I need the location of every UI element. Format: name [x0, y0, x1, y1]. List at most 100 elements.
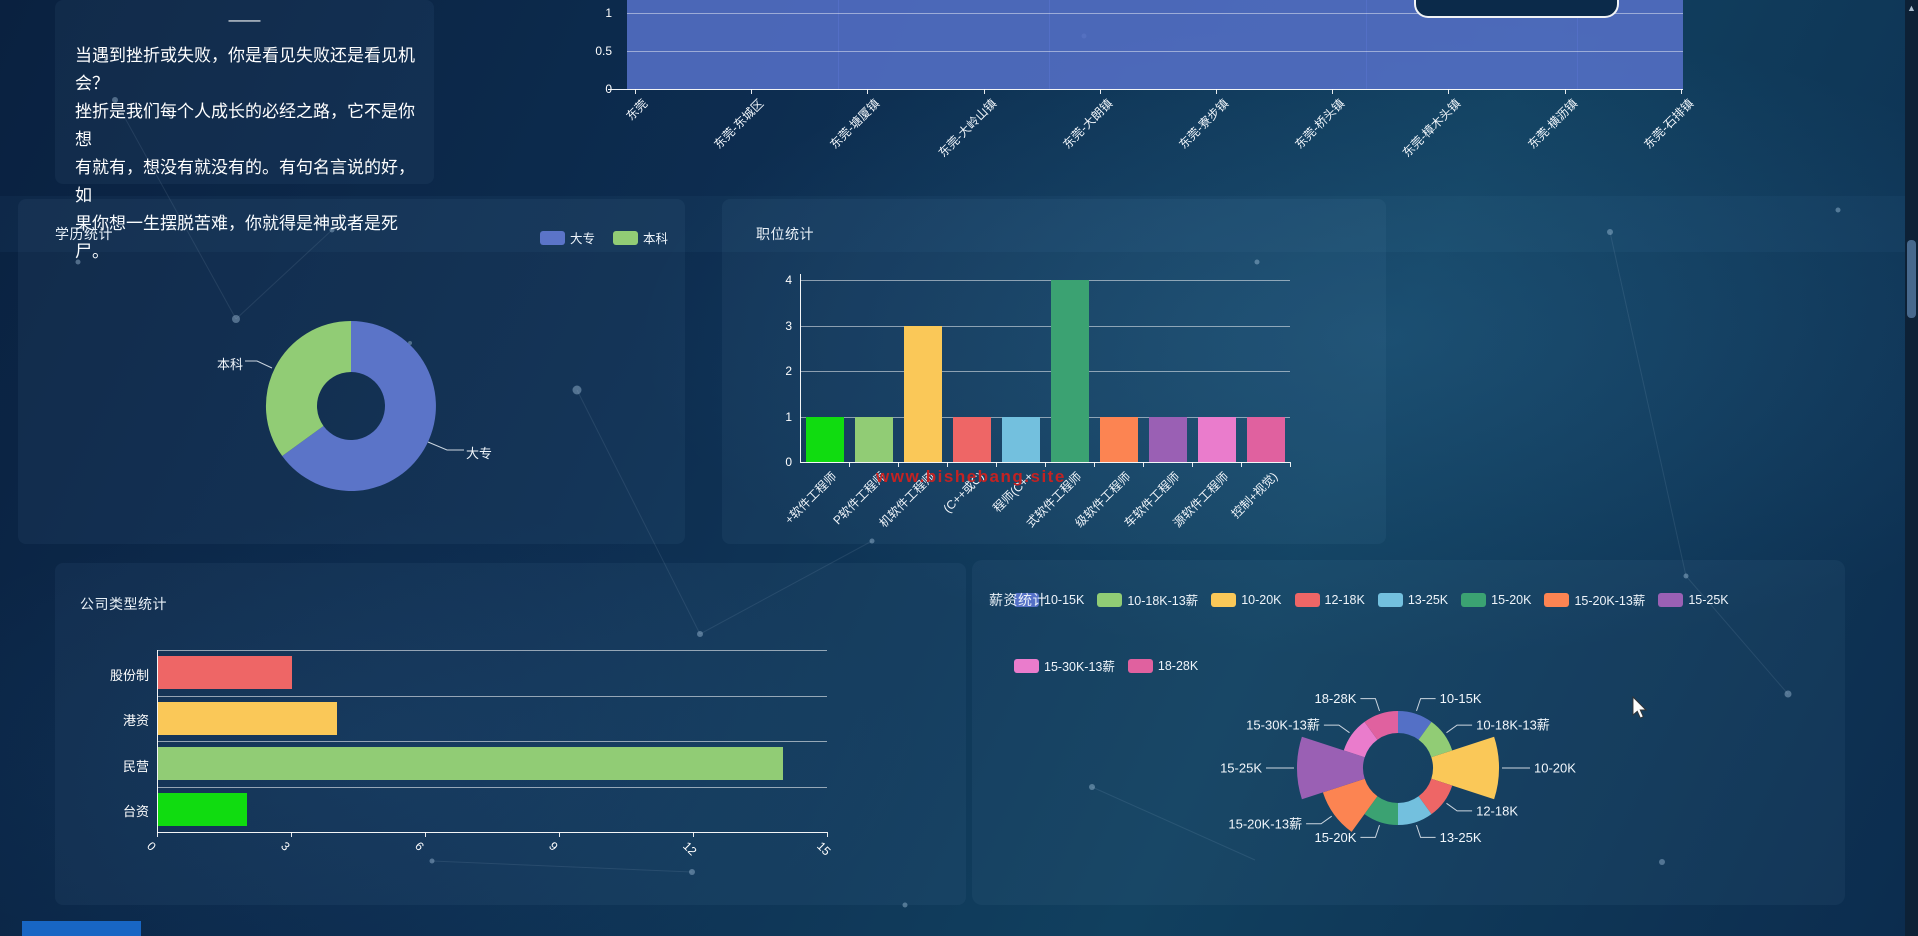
quote-panel: —— 当遇到挫折或失败，你是看见失败还是看见机会？ 挫折是我们每个人成长的必经之… [55, 0, 434, 261]
pie-slice[interactable] [1364, 711, 1399, 740]
axis-tick [1290, 462, 1291, 467]
pie-slice[interactable] [1398, 711, 1432, 740]
bar[interactable] [1001, 416, 1040, 462]
bar[interactable] [1099, 416, 1138, 462]
legend-label: 12-18K [1324, 592, 1365, 607]
y-axis-category-label: 港资 [122, 713, 149, 729]
pie-slice[interactable] [1296, 736, 1365, 800]
legend-label: 15-30K-13薪 [1044, 660, 1115, 674]
axis-category-label: 东莞-东城区 [711, 96, 767, 152]
axis-tick [751, 89, 753, 94]
bar[interactable] [1148, 416, 1187, 462]
pie-slice[interactable] [1343, 721, 1378, 758]
legend-label: 13-25K [1407, 592, 1449, 607]
bar[interactable] [943, 0, 1050, 89]
axis-tick [1094, 462, 1095, 467]
legend-swatch [1127, 658, 1153, 673]
bar[interactable] [158, 747, 784, 780]
y-axis-tick-label: 3 [785, 318, 792, 333]
y-axis-tick-label: 0 [785, 455, 792, 469]
legend-item[interactable]: 15-20K-13薪 [1544, 590, 1645, 609]
bar[interactable] [158, 792, 248, 826]
pie-label: 13-25K [1440, 830, 1482, 845]
legend-label: 10-20K [1241, 592, 1282, 607]
y-axis-tick-label: 2 [785, 364, 792, 378]
axis-tick [559, 832, 560, 837]
bar[interactable] [627, 0, 734, 89]
legend-item[interactable]: 18-28K [1127, 658, 1199, 673]
bar[interactable] [158, 701, 337, 735]
legend-swatch [613, 230, 639, 245]
gridline [157, 741, 827, 742]
legend-item[interactable]: 本科 [613, 228, 668, 247]
bar[interactable] [158, 656, 292, 689]
legend-label: 15-25K [1688, 592, 1729, 607]
scrollbar[interactable]: ▲ [1905, 0, 1918, 936]
education-legend: 大专 本科 [540, 228, 668, 247]
x-axis-line [157, 832, 827, 833]
pie-slice[interactable] [1431, 736, 1500, 800]
scrollbar-thumb[interactable] [1907, 240, 1916, 318]
legend-item[interactable]: 大专 [540, 228, 595, 247]
pie-slice[interactable] [1418, 721, 1453, 758]
pie-slice[interactable] [265, 320, 351, 456]
legend-item[interactable]: 15-25K [1658, 592, 1729, 607]
axis-tick [1045, 462, 1046, 467]
bar[interactable] [903, 325, 942, 462]
pie-slice[interactable] [1398, 796, 1432, 825]
education-donut-svg [265, 320, 436, 491]
bar[interactable] [732, 0, 839, 89]
legend-label: 18-28K [1157, 658, 1199, 673]
legend-item[interactable]: 13-25K [1377, 592, 1449, 607]
axis-category-label: 东莞-塘厦镇 [827, 96, 883, 152]
axis-tick [1192, 462, 1193, 467]
axis-tick [898, 462, 899, 467]
legend-swatch [1211, 592, 1237, 607]
legend-item[interactable]: 10-18K-13薪 [1097, 590, 1198, 609]
education-title: 学历统计 [55, 226, 113, 242]
bar[interactable] [1197, 416, 1236, 462]
bar[interactable] [854, 416, 893, 462]
bar[interactable] [952, 416, 991, 462]
legend-label: 15-20K-13薪 [1574, 594, 1646, 608]
axis-category-label: 东莞-横沥镇 [1524, 96, 1580, 152]
y-axis-tick-label: 1 [785, 409, 792, 424]
pie-slice[interactable] [1364, 796, 1399, 825]
bar[interactable] [1049, 0, 1156, 89]
bar[interactable] [1050, 280, 1089, 462]
axis-category-label: 东莞-樟木头镇 [1400, 96, 1464, 161]
pie-label-line [1360, 824, 1380, 838]
legend-swatch [1377, 592, 1403, 607]
y-axis-tick-label: 0 [605, 82, 612, 96]
scroll-up-arrow-icon[interactable]: ▲ [1907, 3, 1916, 13]
legend-item[interactable]: 15-30K-13薪 [1014, 656, 1115, 675]
legend-item[interactable]: 15-20K [1461, 592, 1531, 607]
gridline [800, 371, 1290, 372]
axis-tick [827, 832, 828, 837]
pie-label: 15-20K [1314, 830, 1356, 845]
legend-label: 10-15K [1044, 592, 1085, 607]
legend-swatch [540, 230, 565, 245]
bar[interactable] [838, 0, 945, 89]
bar[interactable] [1260, 0, 1367, 89]
legend-item[interactable]: 10-20K [1211, 592, 1282, 607]
bar[interactable] [805, 416, 844, 462]
legend-item[interactable]: 10-15K [1014, 592, 1085, 607]
legend-item[interactable]: 12-18K [1294, 592, 1365, 607]
axis-category-label: 东莞 [623, 96, 651, 124]
axis-tick [425, 832, 426, 837]
axis-tick [1332, 89, 1334, 94]
bar[interactable] [1155, 0, 1262, 89]
pie-slice[interactable] [1418, 778, 1453, 815]
pie-slice[interactable] [1322, 778, 1378, 832]
bar[interactable] [1246, 416, 1285, 462]
legend-swatch [1461, 592, 1487, 607]
legend-swatch [1658, 592, 1684, 607]
gridline [800, 416, 1290, 418]
y-axis-tick-label: 1 [605, 6, 612, 20]
pie-slice[interactable] [282, 321, 436, 491]
pie-label-line [1323, 724, 1350, 734]
axis-tick [996, 462, 997, 467]
axis-tick [635, 89, 636, 94]
